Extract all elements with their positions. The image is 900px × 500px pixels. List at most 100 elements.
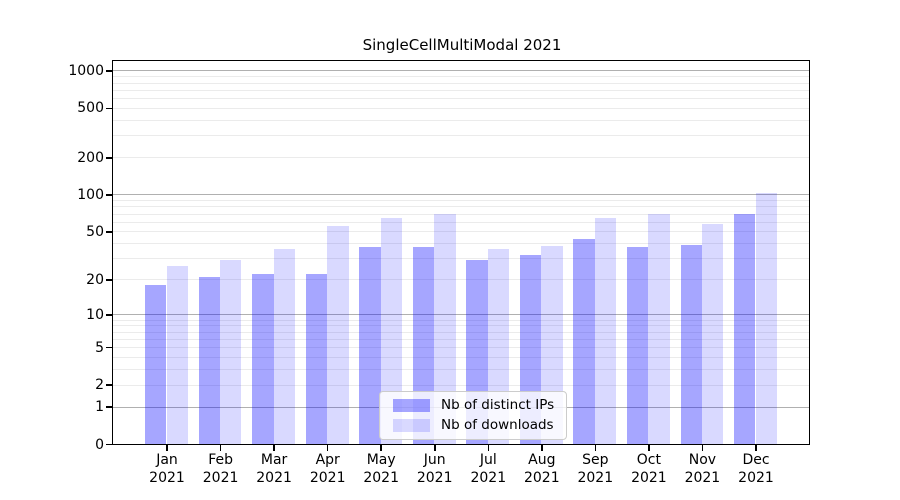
gridline-minor	[113, 82, 809, 84]
bar-distinct-ips	[252, 274, 274, 444]
x-tick-label: Nov 2021	[684, 452, 721, 486]
y-tick-mark	[106, 194, 112, 196]
y-tick-mark	[106, 314, 112, 316]
bar-downloads	[701, 224, 724, 444]
gridline-minor	[113, 89, 809, 91]
plot-area: Nb of distinct IPs Nb of downloads	[112, 60, 810, 445]
bar-distinct-ips	[359, 247, 381, 444]
gridline-minor	[113, 157, 809, 159]
gridline-minor	[113, 213, 809, 215]
y-tick-mark	[106, 279, 112, 281]
y-tick-mark	[106, 406, 112, 408]
gridline-minor	[113, 119, 809, 121]
gridline-minor	[113, 384, 809, 386]
y-tick-mark	[106, 107, 112, 110]
bar-distinct-ips	[734, 213, 756, 444]
y-tick-mark	[106, 346, 112, 349]
bar-distinct-ips	[680, 244, 702, 444]
x-tick-label: Mar 2021	[256, 452, 292, 486]
y-tick-label: 2	[95, 377, 104, 394]
bar-downloads	[327, 226, 349, 444]
gridline-minor	[113, 243, 809, 245]
legend: Nb of distinct IPs Nb of downloads	[379, 391, 568, 440]
y-tick-label: 20	[86, 271, 104, 288]
y-tick-label: 500	[77, 100, 104, 117]
gridline-major	[113, 314, 809, 316]
x-tick-mark	[755, 445, 757, 451]
x-tick-mark	[701, 445, 704, 451]
gridline-minor	[113, 135, 809, 137]
gridline-minor	[113, 231, 809, 233]
bars-layer	[113, 61, 809, 444]
legend-item-distinct-ips: Nb of distinct IPs	[393, 397, 554, 413]
gridline-minor	[113, 221, 809, 223]
x-tick-mark	[594, 445, 597, 451]
x-tick-label: Sep 2021	[577, 452, 614, 486]
x-tick-label: Dec 2021	[738, 452, 774, 486]
x-tick-mark	[166, 445, 168, 451]
x-tick-label: Jun 2021	[416, 452, 453, 486]
legend-item-downloads: Nb of downloads	[393, 417, 554, 433]
gridline-minor	[113, 206, 809, 208]
x-tick-mark	[380, 445, 382, 451]
x-tick-label: Feb 2021	[202, 452, 239, 486]
x-tick-mark	[219, 445, 222, 451]
bar-downloads	[434, 213, 456, 444]
y-tick-label: 1	[95, 399, 104, 415]
legend-swatch-distinct-ips	[393, 398, 430, 412]
grid-layer	[113, 61, 809, 444]
gridline-minor	[113, 279, 809, 281]
gridline-minor	[113, 319, 809, 321]
x-tick-mark	[541, 445, 543, 451]
gridline-minor	[113, 338, 809, 340]
bar-distinct-ips	[198, 276, 221, 444]
x-tick-mark	[326, 445, 329, 451]
y-tick-label: 10	[86, 306, 104, 323]
y-tick-mark	[106, 384, 112, 386]
bar-distinct-ips	[305, 274, 328, 444]
x-tick-label: Jul 2021	[470, 452, 507, 486]
gridline-minor	[113, 369, 809, 370]
bar-downloads	[166, 265, 188, 444]
y-tick-mark	[106, 157, 112, 159]
chart-title: SingleCellMultiModal 2021	[362, 36, 562, 54]
gridline-minor	[113, 200, 809, 202]
x-tick-mark	[487, 445, 489, 451]
y-tick-label: 1000	[68, 62, 104, 79]
y-tick-mark	[106, 70, 112, 72]
gridline-minor	[113, 107, 809, 109]
x-tick-label: Apr 2021	[309, 452, 346, 486]
gridline-minor	[113, 325, 809, 327]
y-tick-label: 5	[95, 339, 104, 356]
bar-downloads	[273, 248, 295, 444]
x-tick-label: Jan 2021	[149, 452, 185, 486]
gridline-major	[113, 70, 809, 72]
y-tick-mark	[106, 443, 112, 446]
x-tick-label: May 2021	[363, 452, 399, 486]
bar-distinct-ips	[573, 239, 595, 444]
gridline-minor	[113, 98, 809, 99]
y-tick-label: 0	[95, 436, 104, 453]
bar-distinct-ips	[145, 284, 167, 444]
legend-label-downloads: Nb of downloads	[441, 417, 554, 433]
y-tick-label: 50	[86, 223, 104, 240]
gridline-minor	[113, 76, 809, 78]
x-tick-label: Aug 2021	[523, 452, 560, 486]
gridline-major	[113, 194, 809, 196]
gridline-minor	[113, 331, 809, 333]
bar-downloads	[380, 218, 403, 444]
x-tick-mark	[273, 445, 275, 451]
gridline-minor	[113, 258, 809, 260]
y-tick-label: 100	[77, 186, 104, 203]
gridline-minor	[113, 347, 809, 349]
bar-distinct-ips	[627, 247, 649, 444]
x-tick-label: Oct 2021	[631, 452, 667, 486]
y-tick-mark	[106, 231, 112, 233]
x-tick-mark	[648, 445, 650, 451]
legend-label-distinct-ips: Nb of distinct IPs	[441, 397, 555, 413]
legend-swatch-downloads	[393, 418, 430, 432]
bar-downloads	[648, 214, 670, 444]
bar-downloads	[220, 260, 242, 444]
bar-downloads	[594, 218, 617, 444]
